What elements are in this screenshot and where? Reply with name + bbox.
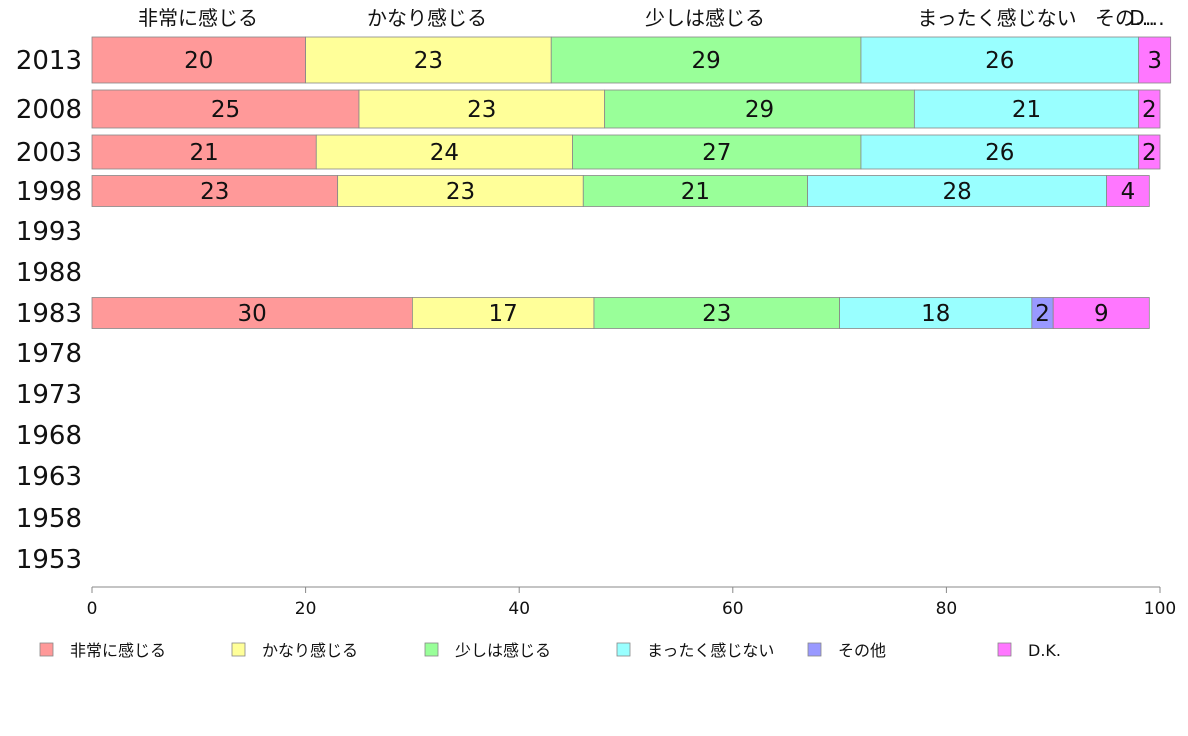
bar-segment <box>839 297 1033 329</box>
bar-value-label: 9 <box>1094 301 1109 327</box>
top-series-label: D… <box>1129 6 1164 30</box>
bar-segment <box>860 134 1140 170</box>
top-series-label: 少しは感じる <box>645 6 765 30</box>
legend-swatch <box>997 642 1012 657</box>
bar-segment <box>1138 89 1161 129</box>
year-label: 1978 <box>16 339 82 369</box>
bar-segment <box>91 134 317 170</box>
top-series-label: その… <box>1095 6 1155 30</box>
bar-value-label: 3 <box>1147 48 1162 74</box>
bar-segment <box>1106 175 1150 207</box>
year-label: 2003 <box>16 138 82 168</box>
bar-segment <box>593 297 841 329</box>
x-tick-label: 20 <box>295 599 317 619</box>
bar-value-label: 24 <box>430 140 459 166</box>
bar-segment <box>91 36 307 84</box>
bar-value-label: 23 <box>200 179 229 205</box>
year-label: 2013 <box>16 46 82 76</box>
legend-entry: 非常に感じる <box>70 641 166 660</box>
x-tick-label: 0 <box>87 599 98 619</box>
legend-entry: まったく感じない <box>647 641 774 660</box>
x-tick-label: 80 <box>936 599 958 619</box>
bar-value-label: 2 <box>1035 301 1050 327</box>
bar-value-label: 28 <box>942 179 971 205</box>
bar-segment <box>807 175 1108 207</box>
bar-value-label: 26 <box>985 140 1014 166</box>
bar-segment <box>1138 134 1161 170</box>
bar-value-label: 26 <box>985 48 1014 74</box>
bar-segment <box>582 175 808 207</box>
legend-swatch <box>231 642 246 657</box>
bar-segment <box>572 134 862 170</box>
year-label: 1988 <box>16 258 82 288</box>
bar-segment <box>1138 36 1172 84</box>
bar-value-label: 23 <box>467 97 496 123</box>
bar-segment <box>550 36 862 84</box>
top-series-label: まったく感じない <box>917 6 1076 30</box>
bar-segment <box>305 36 552 84</box>
legend-swatch <box>39 642 54 657</box>
year-label: 1958 <box>16 504 82 534</box>
bar-segment <box>91 297 413 329</box>
bar-value-label: 4 <box>1121 179 1136 205</box>
bar-value-label: 2 <box>1142 97 1157 123</box>
legend-swatch <box>424 642 439 657</box>
year-label: 1953 <box>16 545 82 575</box>
bar-value-label: 18 <box>921 301 950 327</box>
legend-entry: 少しは感じる <box>455 641 551 660</box>
bar-segment <box>91 175 339 207</box>
top-series-label: かなり感じる <box>367 6 487 30</box>
legend-swatch <box>807 642 822 657</box>
year-label: 1983 <box>16 299 82 329</box>
year-label: 1963 <box>16 462 82 492</box>
year-label: 1993 <box>16 217 82 247</box>
bar-segment <box>358 89 606 129</box>
bar-value-label: 21 <box>1012 97 1041 123</box>
year-label: 1973 <box>16 380 82 410</box>
bar-segment <box>604 89 915 129</box>
bar-value-label: 23 <box>702 301 731 327</box>
legend-entry: D.K. <box>1028 641 1061 660</box>
bar-value-label: 20 <box>184 48 213 74</box>
bar-value-label: 21 <box>189 140 218 166</box>
bar-value-label: 27 <box>702 140 731 166</box>
bar-segment <box>91 89 360 129</box>
year-label: 1998 <box>16 177 82 207</box>
bar-value-label: 21 <box>681 179 710 205</box>
top-series-label: 非常に感じる <box>138 6 258 30</box>
bar-value-label: 17 <box>489 301 518 327</box>
legend-swatch <box>616 642 631 657</box>
x-tick-label: 40 <box>508 599 530 619</box>
bar-value-label: 23 <box>414 48 443 74</box>
bar-value-label: 2 <box>1142 140 1157 166</box>
legend-entry: かなり感じる <box>262 641 358 660</box>
legend-entry: その他 <box>838 641 886 660</box>
x-tick-label: 100 <box>1144 599 1176 619</box>
bar-value-label: 23 <box>446 179 475 205</box>
bar-segment <box>913 89 1140 129</box>
bar-segment <box>1052 297 1150 329</box>
bar-segment <box>860 36 1140 84</box>
year-label: 2008 <box>16 95 82 125</box>
bar-segment <box>315 134 574 170</box>
bar-value-label: 29 <box>745 97 774 123</box>
x-tick-label: 60 <box>722 599 744 619</box>
bar-value-label: 30 <box>238 301 267 327</box>
bar-value-label: 25 <box>211 97 240 123</box>
year-label: 1968 <box>16 421 82 451</box>
bar-value-label: 29 <box>691 48 720 74</box>
bar-segment <box>337 175 584 207</box>
